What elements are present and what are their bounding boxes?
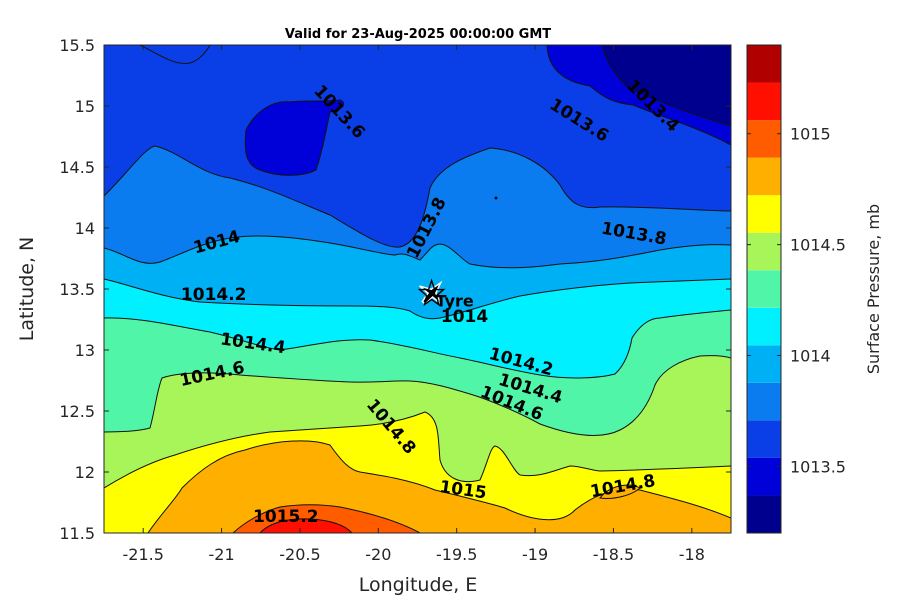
site-star-icon [417, 278, 446, 307]
colorbar-segment [747, 420, 781, 458]
x-tick-label: -19.5 [436, 545, 477, 564]
chart-title: Valid for 23-Aug-2025 00:00:00 GMT [285, 27, 551, 42]
x-axis-ticks: -21.5 -21 -20.5 -20 -19.5 -19 -18.5 -18 [122, 45, 705, 564]
contour-label: 1014 [441, 307, 488, 327]
x-axis-label: Longitude, E [359, 574, 478, 596]
contour-label: 1015.2 [253, 507, 319, 527]
band-1015.4 [259, 518, 353, 533]
x-tick-label: -19 [522, 545, 548, 564]
colorbar-tick-label: 1015 [790, 125, 831, 144]
colorbar [747, 45, 781, 533]
site-marker-group: Tyre [417, 278, 474, 311]
x-tick-label: -18 [679, 545, 705, 564]
colorbar-segment [747, 382, 781, 421]
aircraft-icon [417, 278, 446, 307]
y-tick-label: 11.5 [59, 524, 95, 543]
colorbar-ticks: 1013.5 1014 1014.5 1015 [747, 125, 846, 476]
colorbar-frame [746, 44, 782, 534]
y-tick-label: 15.5 [59, 36, 95, 55]
colorbar-segment [747, 120, 781, 158]
y-tick-label: 12 [75, 463, 95, 482]
colorbar-segment [747, 82, 781, 121]
plot-area [104, 45, 731, 533]
colorbar-segment [747, 457, 781, 496]
y-tick-label: 13 [75, 341, 95, 360]
colorbar-segment [747, 195, 781, 233]
y-axis-label: Latitude, N [16, 237, 38, 342]
y-tick-label: 14.5 [59, 158, 95, 177]
colorbar-tick-label: 1013.5 [790, 457, 846, 476]
colorbar-segment [747, 157, 781, 196]
colorbar-segment [747, 495, 781, 533]
colorbar-segment [747, 307, 781, 346]
x-tick-label: -20.5 [279, 545, 320, 564]
contour-label: 1014.2 [181, 285, 247, 305]
colorbar-tick-label: 1014 [790, 347, 831, 366]
x-tick-label: -20 [365, 545, 391, 564]
colorbar-segment [747, 270, 781, 308]
x-tick-label: -21 [208, 545, 234, 564]
y-tick-label: 14 [75, 219, 95, 238]
colorbar-segment [747, 45, 781, 83]
colorbar-segment [747, 232, 781, 271]
colorbar-label: Surface Pressure, mb [864, 204, 883, 374]
low-island-1013.6 [139, 45, 211, 64]
patch-1015.0 [599, 484, 641, 499]
y-tick-label: 13.5 [59, 280, 95, 299]
y-tick-label: 15 [75, 97, 95, 116]
y-axis-ticks: 11.5 12 12.5 13 13.5 14 14.5 15 15.5 [59, 36, 731, 543]
site-label: Tyre [436, 292, 474, 311]
colorbar-tick-label: 1014.5 [790, 236, 846, 255]
x-tick-label: -18.5 [593, 545, 634, 564]
y-tick-label: 12.5 [59, 402, 95, 421]
band-1013.2 [601, 45, 731, 127]
low-island-1013.4 [244, 99, 345, 176]
colorbar-segment [747, 345, 781, 383]
small-feature-dot [494, 196, 498, 200]
x-tick-label: -21.5 [122, 545, 163, 564]
